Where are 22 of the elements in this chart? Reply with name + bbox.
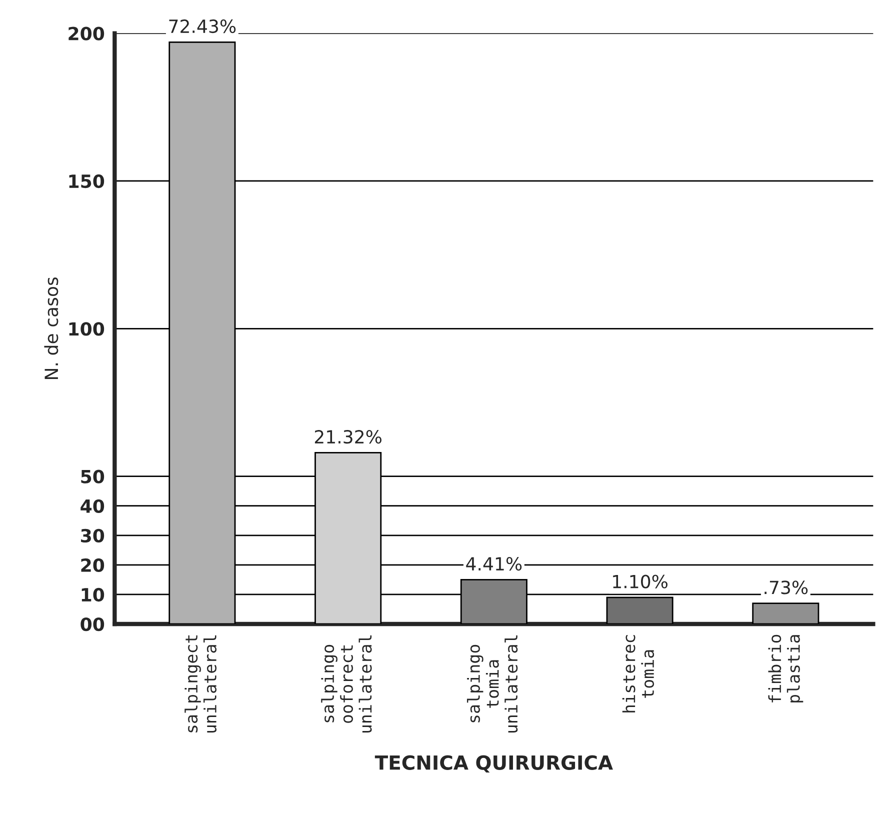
annotation: 1.10% [613,574,668,588]
annotation: .73% [764,580,808,594]
x-axis-title: TECNICA QUIRURGICA [374,755,613,773]
bar [752,602,820,624]
y-tick-label: 00 [80,617,104,632]
x-tick-label: histerec tomia [622,635,654,712]
annotation: 4.41% [466,556,522,571]
y-tick-label: 200 [68,26,104,40]
y-tick-label: 30 [81,528,104,543]
y-tick-label: 50 [81,470,104,484]
annotation: 21.32% [314,430,382,444]
y-axis-title: N. de casos [44,277,58,379]
annotation: 72.43% [169,19,236,34]
y-tick-label: 100 [69,322,104,336]
x-tick-label: salpingo tomia unilateral [466,635,518,732]
x-tick-label: salpingo ooforect unilateral [321,635,372,732]
y-tick-label: 150 [69,174,104,188]
y-tick-label: 20 [81,558,104,572]
y-tick-label: 10 [82,588,104,602]
x-tick-label: fimbrio plastia [768,634,804,702]
x-tick-label: salpingect unilateral [184,635,217,732]
y-tick-label: 40 [80,499,104,513]
